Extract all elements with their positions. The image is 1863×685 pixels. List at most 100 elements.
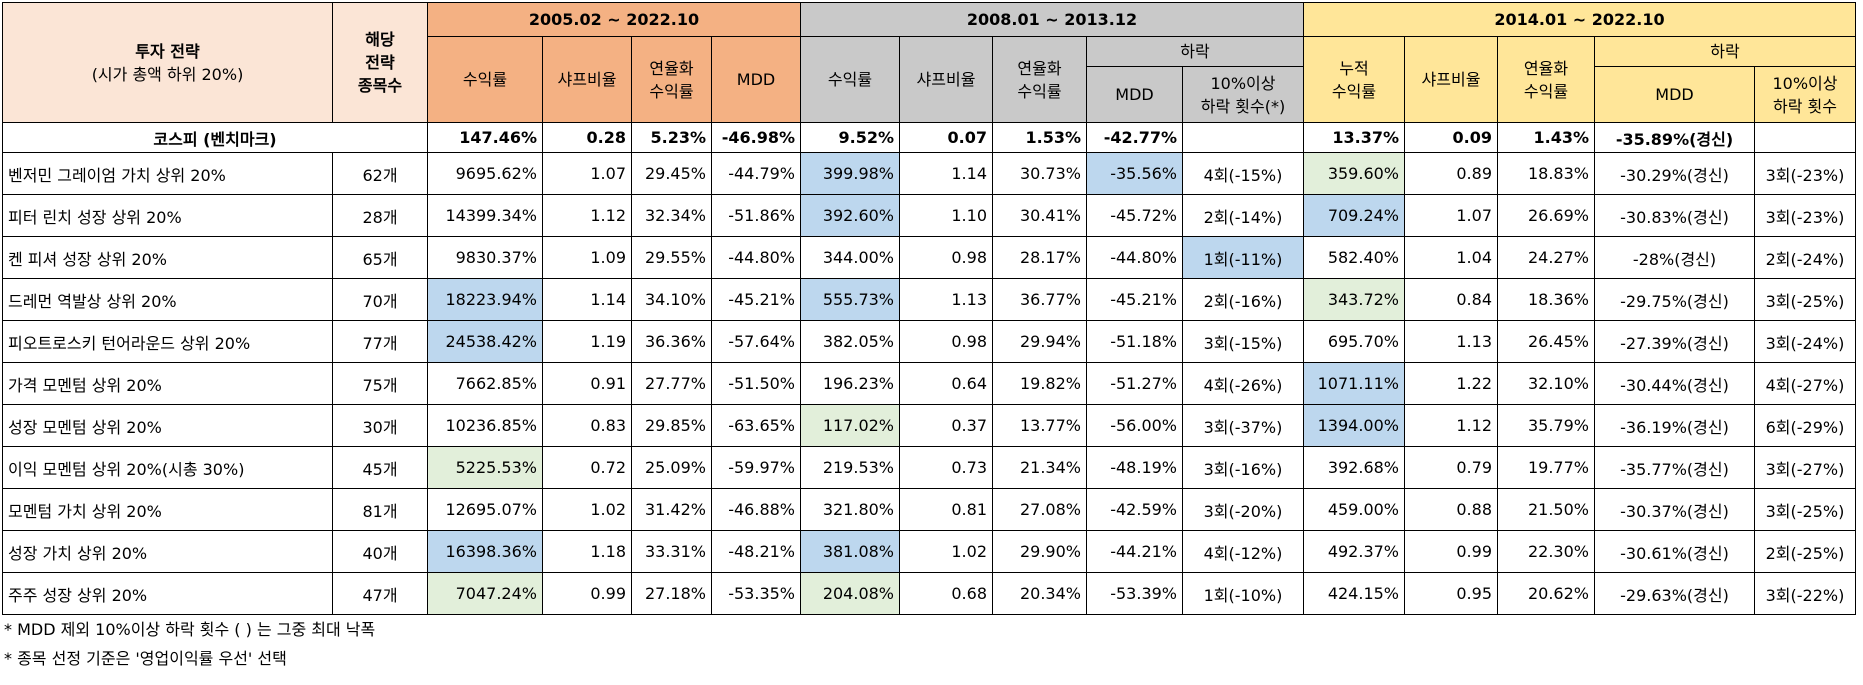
cell: 34.10% xyxy=(631,278,712,321)
cell: 9830.37% xyxy=(427,236,543,279)
cell: 382.05% xyxy=(800,320,900,363)
cell: -51.86% xyxy=(711,194,801,237)
cell: 3회(-25%) xyxy=(1754,488,1856,531)
header-line: 수익률 xyxy=(827,70,873,89)
cell: -44.21% xyxy=(1086,530,1183,573)
header-line: MDD xyxy=(1655,85,1694,104)
header-line: 하락 횟수 xyxy=(1773,96,1837,116)
cell: 0.73 xyxy=(899,446,993,489)
benchmark-value: 13.37% xyxy=(1303,122,1405,153)
cell: 0.64 xyxy=(899,362,993,405)
cell: -30.29%(경신) xyxy=(1594,152,1755,195)
cell: 695.70% xyxy=(1303,320,1405,363)
footnotes: * MDD 제외 10%이상 하락 횟수 ( ) 는 그중 최대 낙폭 * 종목 … xyxy=(0,615,1863,673)
cell: 12695.07% xyxy=(427,488,543,531)
header-line: 해당 xyxy=(365,30,395,49)
cell: -45.21% xyxy=(1086,278,1183,321)
cell: 0.98 xyxy=(899,236,993,279)
cell: 36.36% xyxy=(631,320,712,363)
cell: 30.41% xyxy=(992,194,1087,237)
empty-cell xyxy=(1754,122,1856,153)
data-row: 드레먼 역발상 상위 20% 70개 18223.94% 1.14 34.10% -45.… xyxy=(2,278,1856,321)
cell: 77개 xyxy=(332,320,428,363)
header-line: 하락 횟수(*) xyxy=(1200,96,1286,116)
cell: 344.00% xyxy=(800,236,900,279)
cell: 22.30% xyxy=(1497,530,1595,573)
benchmark-row: 코스피 (벤치마크) 147.46% 0.28 5.23% -46.98% 9.52% 0.… xyxy=(2,122,1856,153)
cell: -35.56% xyxy=(1086,152,1183,195)
cell: 2회(-16%) xyxy=(1182,278,1304,321)
column-header: 10%이상 하락 횟수(*) xyxy=(1182,66,1304,123)
cell: 33.31% xyxy=(631,530,712,573)
header-line: 10%이상 xyxy=(1772,73,1838,93)
data-row: 모멘텀 가치 상위 20% 81개 12695.07% 1.02 31.42% -46.8… xyxy=(2,488,1856,531)
header-line: 연율화 xyxy=(649,58,694,78)
header-line: MDD xyxy=(736,70,776,89)
cell: -51.50% xyxy=(711,362,801,405)
cell: 359.60% xyxy=(1303,152,1405,195)
cell: 7662.85% xyxy=(427,362,543,405)
period-header: 2014.01 ~ 2022.10 xyxy=(1303,2,1856,37)
header-line: 연율화 xyxy=(1523,58,1569,78)
cell: 3회(-25%) xyxy=(1754,278,1856,321)
drop-header: 하락 xyxy=(1086,36,1304,67)
cell: 14399.34% xyxy=(427,194,543,237)
cell: 1회(-11%) xyxy=(1182,236,1304,279)
cell: 36.77% xyxy=(992,278,1087,321)
cell: 0.99 xyxy=(542,572,632,615)
cell: 19.77% xyxy=(1497,446,1595,489)
header-line: 수익률 xyxy=(1523,81,1569,101)
data-row: 주주 성장 상위 20% 47개 7047.24% 0.99 27.18% -53.35%… xyxy=(2,572,1856,615)
cell: 26.45% xyxy=(1497,320,1595,363)
strategy-name: 드레먼 역발상 상위 20% xyxy=(2,278,333,321)
cell: 3회(-23%) xyxy=(1754,152,1856,195)
column-header: 샤프비율 xyxy=(542,36,632,123)
cell: 2회(-14%) xyxy=(1182,194,1304,237)
cell: 27.77% xyxy=(631,362,712,405)
cell: 399.98% xyxy=(800,152,900,195)
header-line: 수익률 xyxy=(649,81,694,101)
cell: 459.00% xyxy=(1303,488,1405,531)
header-row: 수익률 샤프비율 연율화 수익률 MDD 수익률 샤프비율 연율화 수익률 하락 누적 수익률 샤프비율… xyxy=(3,36,1856,123)
cell: 0.79 xyxy=(1404,446,1498,489)
column-header: 누적 수익률 xyxy=(1303,36,1405,123)
cell: 1.13 xyxy=(1404,320,1498,363)
cell: 18223.94% xyxy=(427,278,543,321)
cell: 392.68% xyxy=(1303,446,1405,489)
strategy-name: 가격 모멘텀 상위 20% xyxy=(2,362,333,405)
header-row: 투자 전략 (시가 총액 하위 20%) 해당 전략 종목수 2005.02 ~ 2022… xyxy=(2,2,1856,123)
cell: 7047.24% xyxy=(427,572,543,615)
footnote: * 종목 선정 기준은 '영업이익률 우선' 선택 xyxy=(4,649,287,668)
cell: 555.73% xyxy=(800,278,900,321)
cell: 3회(-22%) xyxy=(1754,572,1856,615)
cell: -30.83%(경신) xyxy=(1594,194,1755,237)
cell: 18.83% xyxy=(1497,152,1595,195)
cell: 65개 xyxy=(332,236,428,279)
column-header: 샤프비율 xyxy=(1404,36,1498,123)
header-line: 종목수 xyxy=(357,76,403,95)
cell: -30.44%(경신) xyxy=(1594,362,1755,405)
empty-cell xyxy=(1182,122,1304,153)
header-line: 누적 xyxy=(1339,58,1369,78)
cell: 35.79% xyxy=(1497,404,1595,447)
data-row: 이익 모멘텀 상위 20%(시총 30%) 45개 5225.53% 0.72 25.0… xyxy=(2,446,1856,489)
cell: -28%(경신) xyxy=(1594,236,1755,279)
header-line: 샤프비율 xyxy=(1421,70,1481,89)
header-cell: 투자 전략 (시가 총액 하위 20%) xyxy=(2,2,333,123)
cell: -48.21% xyxy=(711,530,801,573)
cell: 3회(-37%) xyxy=(1182,404,1304,447)
cell: 32.34% xyxy=(631,194,712,237)
data-row: 켄 피셔 성장 상위 20% 65개 9830.37% 1.09 29.55% -44.8… xyxy=(2,236,1856,279)
cell: 1.07 xyxy=(542,152,632,195)
cell: 4회(-27%) xyxy=(1754,362,1856,405)
cell: 3회(-24%) xyxy=(1754,320,1856,363)
benchmark-value: 0.28 xyxy=(542,122,632,153)
cell: -30.61%(경신) xyxy=(1594,530,1755,573)
cell: 24538.42% xyxy=(427,320,543,363)
cell: 1.10 xyxy=(899,194,993,237)
cell: 3회(-16%) xyxy=(1182,446,1304,489)
drop-header: 하락 xyxy=(1594,36,1856,67)
data-row: 피터 린치 성장 상위 20% 28개 14399.34% 1.12 32.34% -51… xyxy=(2,194,1856,237)
cell: 31.42% xyxy=(631,488,712,531)
